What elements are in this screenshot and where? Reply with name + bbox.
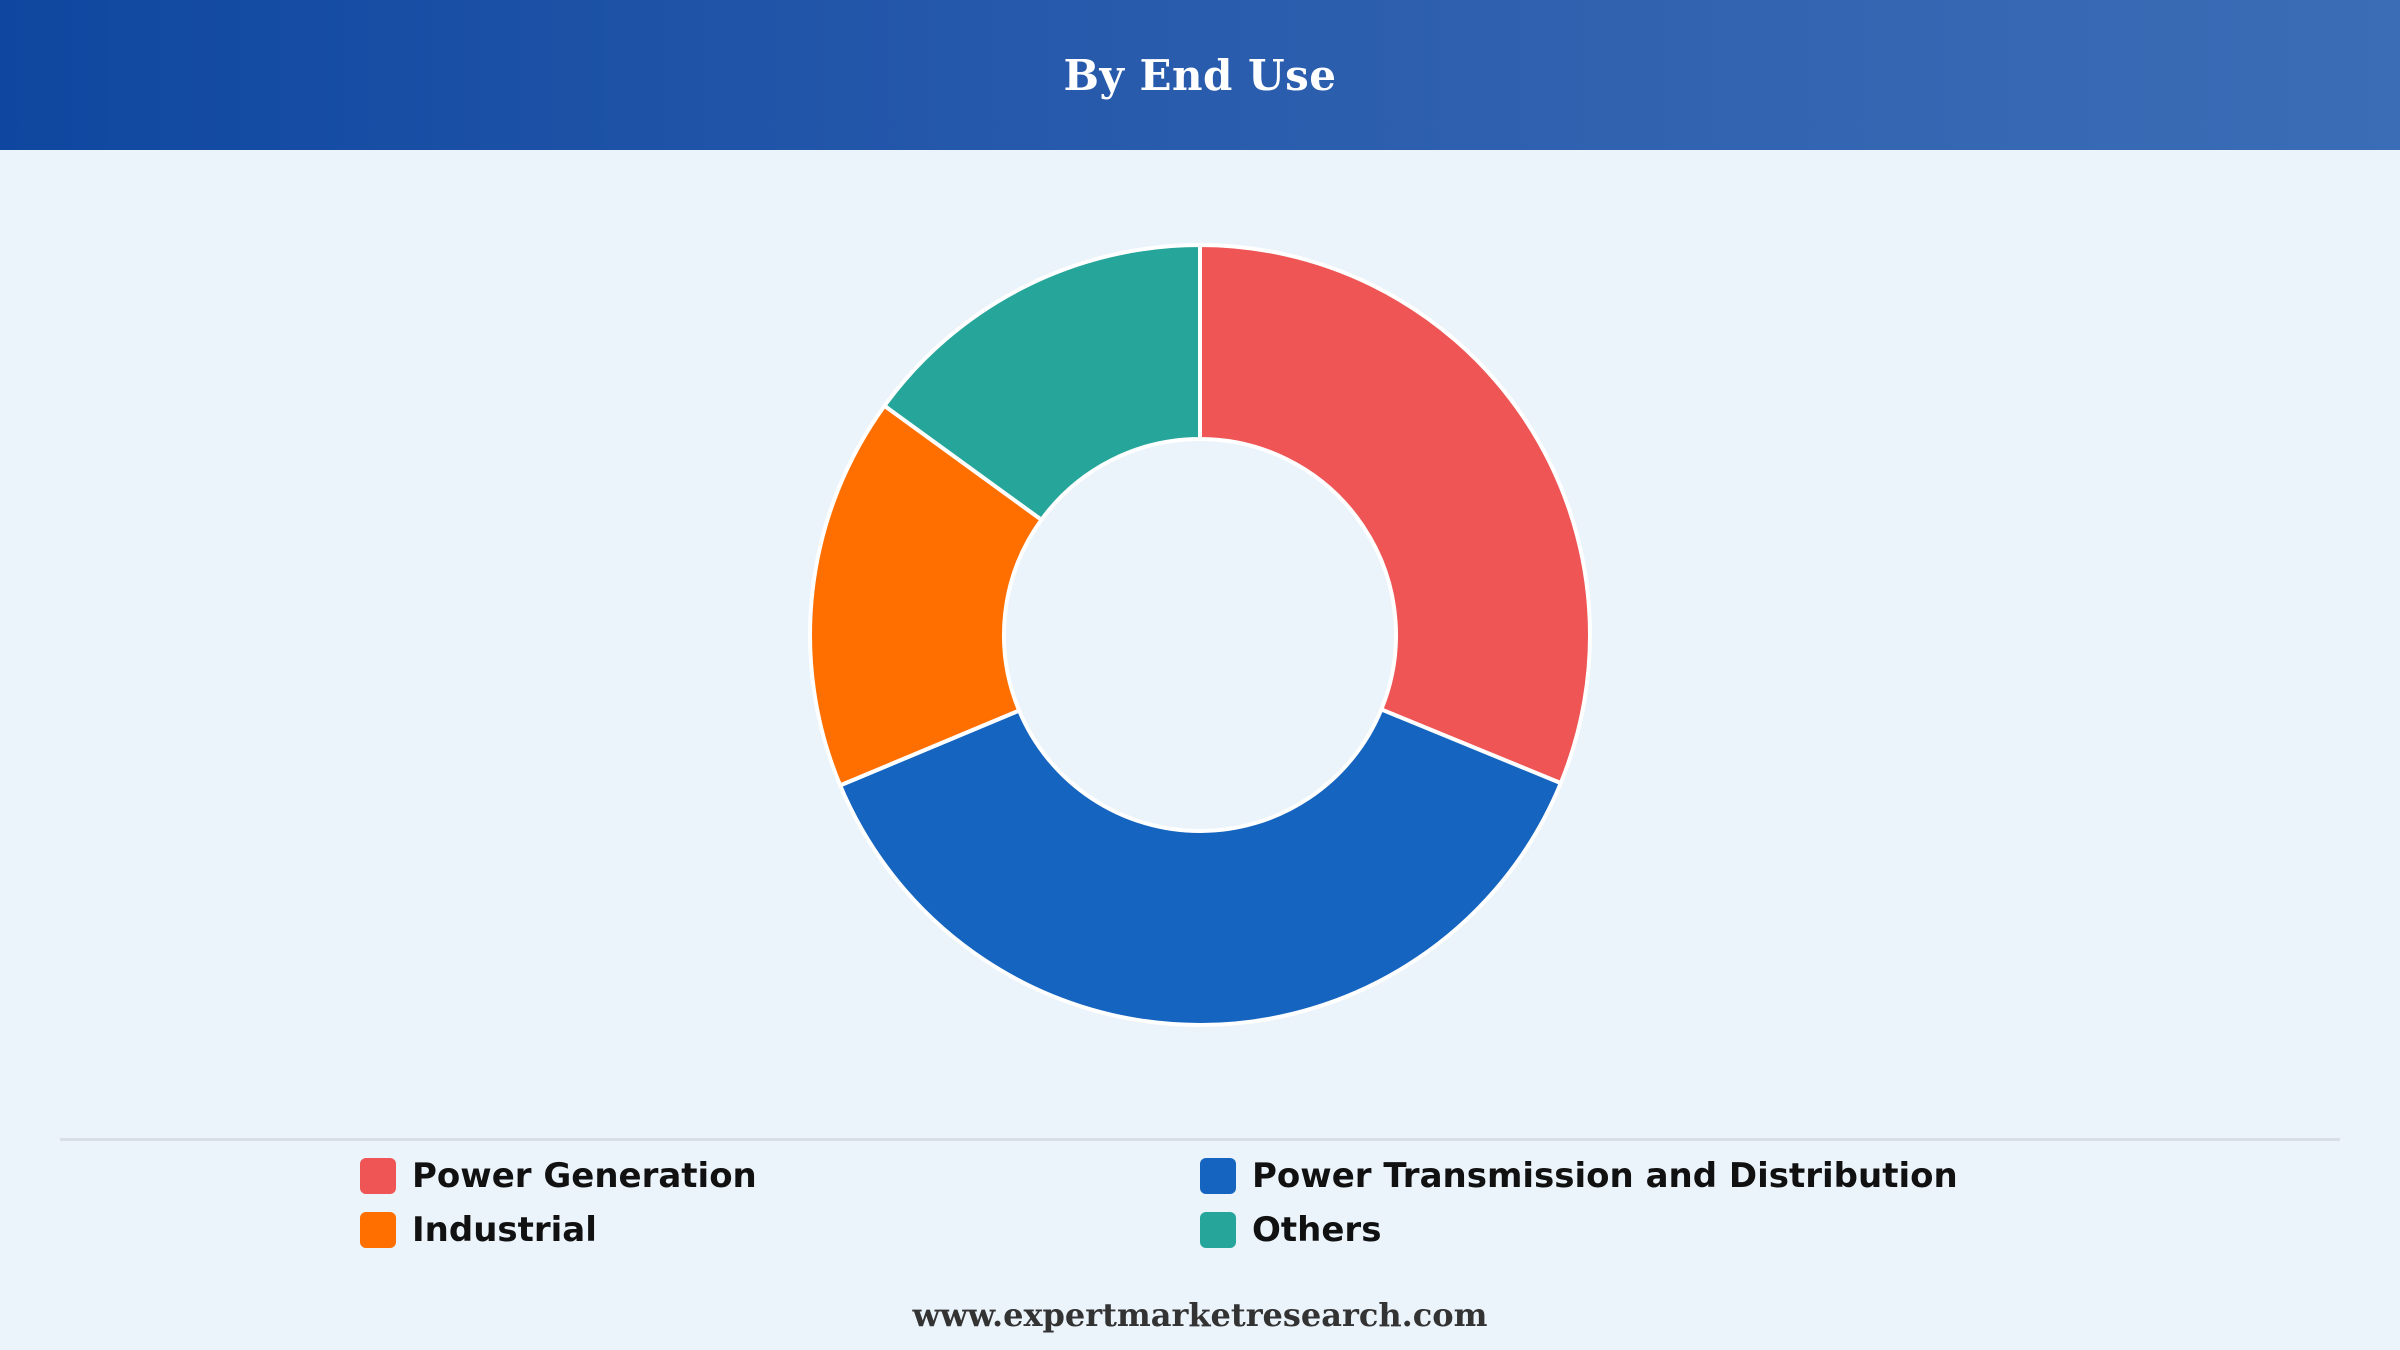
legend-item-power-transmission[interactable]: Power Transmission and Distribution — [1200, 1153, 1958, 1199]
chart-area — [0, 150, 2400, 1130]
legend-swatch-power-transmission — [1200, 1158, 1236, 1194]
legend-label-others: Others — [1252, 1210, 1382, 1250]
donut-slice-others[interactable] — [882, 243, 1202, 522]
legend-item-others[interactable]: Others — [1200, 1207, 1381, 1253]
chart-title: By End Use — [1063, 50, 1337, 100]
legend-item-power-generation[interactable]: Power Generation — [360, 1153, 757, 1199]
header-bar: By End Use — [0, 0, 2400, 150]
donut-slice-power-generation[interactable] — [1198, 243, 1592, 786]
legend-swatch-industrial — [360, 1212, 396, 1248]
legend-label-power-transmission: Power Transmission and Distribution — [1252, 1156, 1958, 1196]
legend-label-power-generation: Power Generation — [412, 1156, 757, 1196]
legend-item-industrial[interactable]: Industrial — [360, 1207, 597, 1253]
legend: Power Generation Power Transmission and … — [0, 1153, 2400, 1263]
footer-url: www.expertmarketresearch.com — [912, 1296, 1488, 1334]
legend-swatch-power-generation — [360, 1158, 396, 1194]
legend-label-industrial: Industrial — [412, 1210, 597, 1250]
legend-divider — [60, 1138, 2340, 1141]
donut-slice-power-transmission-and-distribution[interactable] — [838, 707, 1563, 1027]
legend-swatch-others — [1200, 1212, 1236, 1248]
donut-slice-industrial[interactable] — [808, 403, 1044, 788]
donut-chart — [808, 243, 1592, 1027]
